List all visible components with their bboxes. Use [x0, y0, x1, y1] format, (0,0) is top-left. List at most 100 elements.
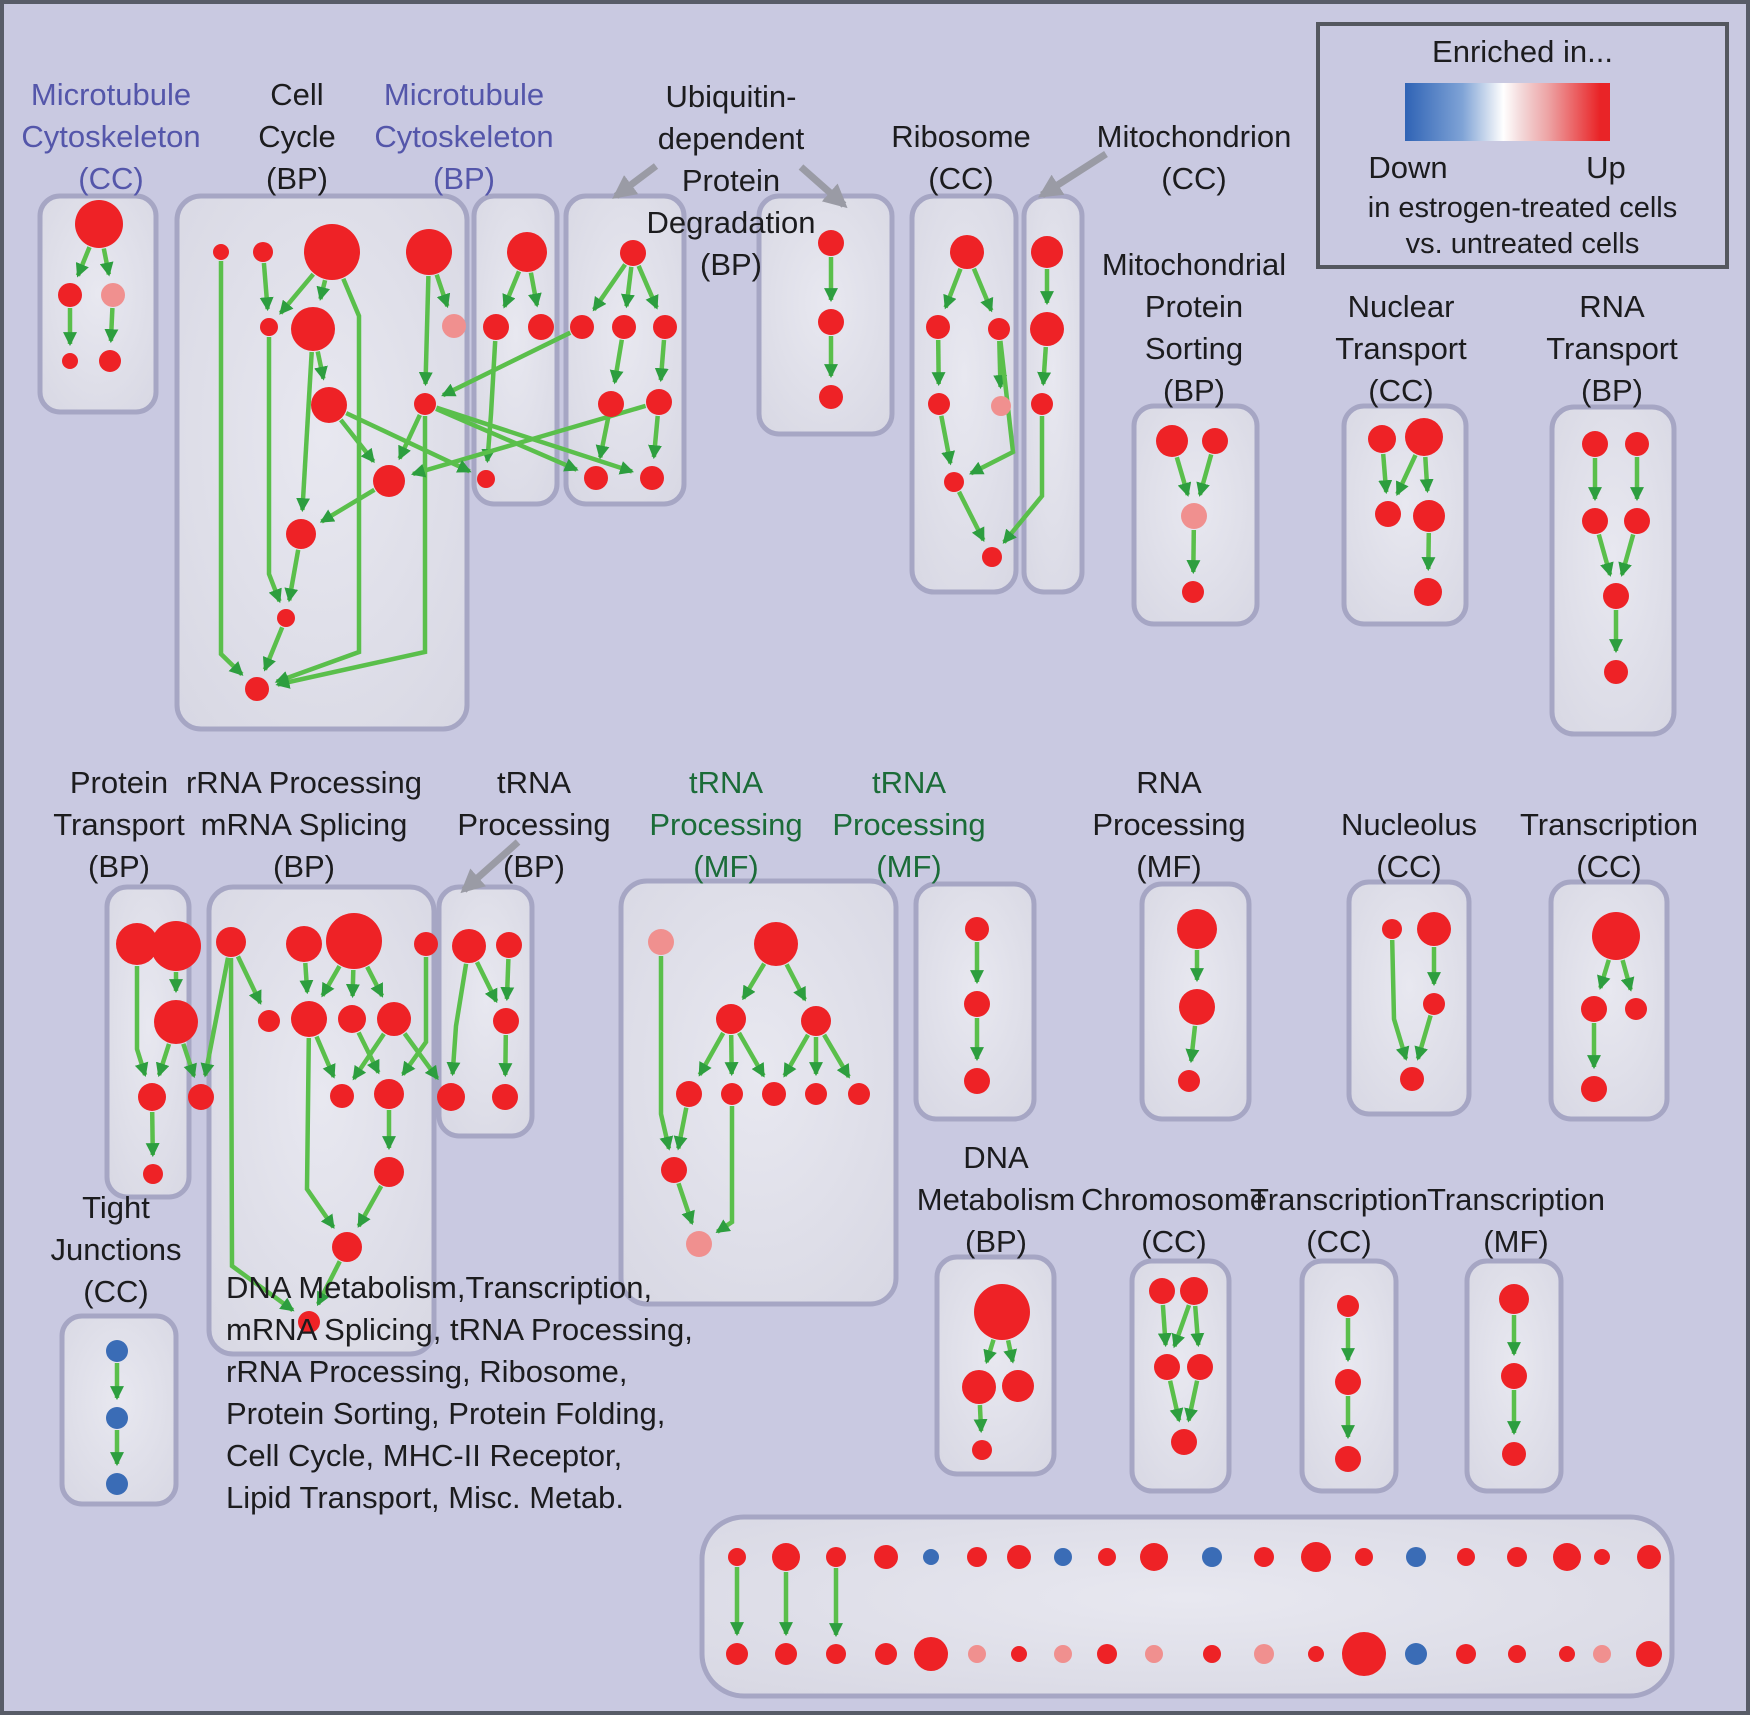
enrichment-strip-node-12	[1301, 1542, 1331, 1572]
enrichment-strip-node-24	[914, 1637, 948, 1671]
nucleolus-cc-node-3	[1400, 1067, 1424, 1091]
dna-metabolism-bp-node-0	[974, 1284, 1030, 1340]
rrna-bp-edge-4	[235, 955, 263, 1005]
cell-cycle-edge-8	[296, 351, 314, 513]
microtubule-bp-node-3	[477, 470, 495, 488]
rna-transport-bp-box-0	[1549, 404, 1677, 737]
enrichment-strip-node-27	[1054, 1645, 1072, 1663]
transcription-cc-a-node-0	[1592, 912, 1640, 960]
trna-mf-b-node-1	[964, 991, 990, 1017]
rna-transport-bp-node-2	[1582, 508, 1608, 534]
rrna-bp-node-2	[326, 913, 382, 969]
microtubule-cc-edge-3	[104, 307, 119, 344]
mps-bp-node-2	[1181, 503, 1207, 529]
rrna-bp-edge-1	[320, 964, 342, 998]
ribosome-cc-node-1	[926, 315, 950, 339]
enrichment-strip-node-36	[1508, 1645, 1526, 1663]
ribosome-cc-box-0	[909, 193, 1019, 595]
trna-bp-node-4	[492, 1084, 518, 1110]
transcription-cc-b-node-1	[1335, 1369, 1361, 1395]
transcription-cc-b-node-0	[1337, 1295, 1359, 1317]
trna-mf-a-edge-5	[782, 1033, 810, 1078]
mitochondrion-cc-node-0	[1031, 236, 1063, 268]
legend-down-label: Down	[1368, 150, 1448, 185]
cell-cycle-edge-11	[319, 487, 376, 524]
cell-cycle-node-9	[373, 465, 405, 497]
cell-cycle-edge-9	[339, 418, 376, 464]
chromosome-cc-edge-0	[1157, 1304, 1172, 1348]
ribosome-cc-edge-0	[943, 267, 963, 310]
ubiquitin-bp-node-6	[584, 466, 608, 490]
rrna-bp-edge-2	[345, 969, 360, 999]
cell-cycle-edge-1	[259, 262, 274, 312]
cross-edge-7	[402, 1032, 440, 1081]
trna-mf-b-node-0	[965, 917, 989, 941]
rrna-bp-edge-8	[401, 957, 429, 1077]
cell-cycle-node-11	[277, 609, 295, 627]
trna-mf-a-node-0	[648, 929, 674, 955]
rrna-bp-node-3	[414, 932, 438, 956]
enrichment-strip-node-14	[1406, 1547, 1426, 1567]
rrna-bp-node-12	[298, 1311, 320, 1333]
microtubule-bp-node-1	[483, 314, 509, 340]
microtubule-bp-edge-0	[502, 270, 522, 309]
rrna-bp-node-4	[258, 1010, 280, 1032]
trna-mf-a-node-10	[686, 1231, 712, 1257]
trna-mf-a-edge-8	[673, 1107, 689, 1151]
mps-bp-node-3	[1182, 581, 1204, 603]
dna-metabolism-bp-node-3	[972, 1440, 992, 1460]
trna-bp-node-1	[496, 932, 522, 958]
cell-cycle-node-4	[260, 318, 278, 336]
cross-edge-2	[441, 330, 572, 398]
ribosome-cc-node-4	[991, 396, 1011, 416]
nuclear-transport-cc-edge-3	[1421, 532, 1436, 572]
enrichment-strip-node-26	[1011, 1646, 1027, 1662]
enrichment-strip-node-35	[1456, 1644, 1476, 1664]
gray-pointer-arrow-3	[460, 839, 521, 894]
enrichment-strip-node-8	[1098, 1548, 1116, 1566]
chromosome-cc-node-1	[1180, 1277, 1208, 1305]
rrna-bp-edge-13	[228, 957, 295, 1313]
chromosome-cc-edge-2	[1190, 1305, 1205, 1348]
ribosome-cc-node-0	[950, 235, 984, 269]
mitochondrion-cc-edge-1	[1037, 346, 1052, 387]
nuclear-transport-cc-node-2	[1375, 501, 1401, 527]
ubiquitin-bp-edge-2	[636, 264, 659, 310]
legend-up-label: Up	[1586, 150, 1626, 185]
ubiquitin-bp-edge-5	[595, 417, 611, 460]
trna-mf-a-edge-2	[697, 1031, 726, 1077]
enrichment-strip-node-34	[1405, 1643, 1427, 1665]
chromosome-cc-node-4	[1171, 1429, 1197, 1455]
enrichment-strip-node-38	[1593, 1645, 1611, 1663]
rrna-bp-node-10	[374, 1157, 404, 1187]
trna-mf-a-edge-1	[784, 963, 807, 1002]
cell-cycle-edge-13	[262, 626, 285, 672]
tight-junctions-cc-node-1	[106, 1407, 128, 1429]
cell-cycle-node-10	[286, 519, 316, 549]
microtubule-bp-node-2	[528, 314, 554, 340]
rna-transport-bp-node-4	[1603, 583, 1629, 609]
trna-mf-a-edge-9	[658, 956, 674, 1151]
legend-gradient-bar	[1405, 83, 1610, 141]
trna-bp-edge-3	[446, 963, 469, 1077]
dna-metabolism-bp-node-1	[962, 1370, 996, 1404]
legend-title: Enriched in...	[1432, 34, 1613, 69]
enrichment-strip-node-32	[1308, 1646, 1324, 1662]
chromosome-cc-node-0	[1149, 1278, 1175, 1304]
ubiquitin-bp-node-2	[612, 315, 636, 339]
rrna-bp-node-5	[291, 1001, 327, 1037]
rrna-bp-edge-3	[365, 965, 385, 998]
enrichment-strip-node-7	[1054, 1548, 1072, 1566]
nuclear-transport-cc-edge-2	[1419, 456, 1434, 494]
trna-mf-a-edge-4	[737, 1031, 766, 1078]
transcription-mf-node-1	[1501, 1363, 1527, 1389]
ubiquitin-bp-node-3	[653, 315, 677, 339]
transcription-cc-a-node-2	[1625, 998, 1647, 1020]
rna-transport-bp-edge-2	[1596, 533, 1614, 577]
nuclear-transport-cc-edge-1	[1395, 454, 1418, 496]
cell-cycle-edge-14	[266, 337, 282, 604]
enrichment-strip-node-0	[728, 1548, 746, 1566]
cell-cycle-edge-3	[316, 279, 331, 301]
nucleolus-cc-edge-1	[1414, 1014, 1433, 1061]
ubiquitin-bp-node-9	[818, 309, 844, 335]
